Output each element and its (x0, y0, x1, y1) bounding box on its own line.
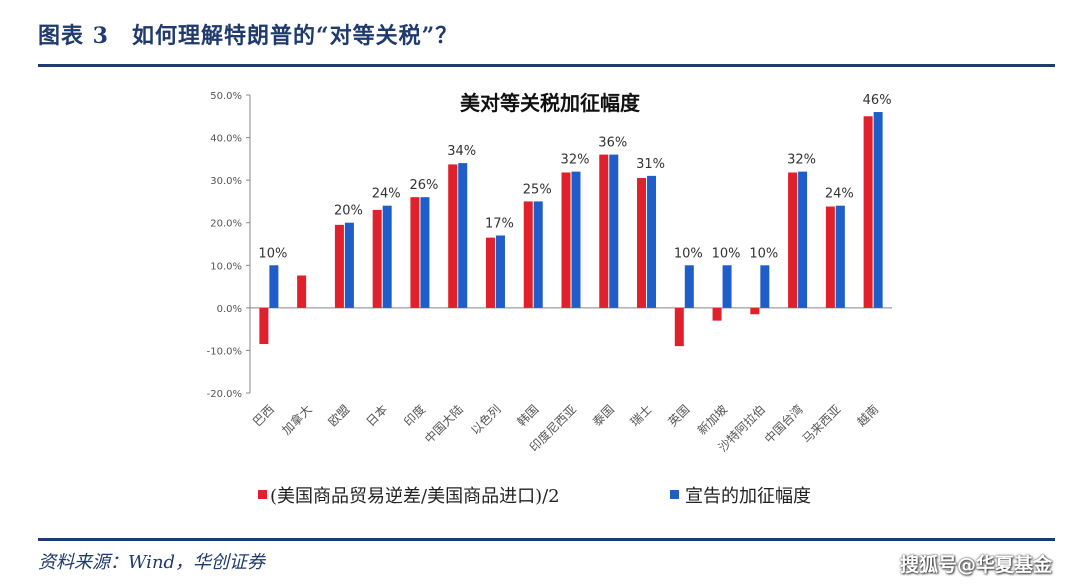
bar-series-1 (712, 307, 722, 321)
data-label: 24% (825, 187, 854, 202)
bar-series-2 (873, 112, 883, 308)
bar-series-1 (485, 237, 495, 308)
x-category-label: 欧盟 (326, 402, 353, 429)
bar-series-1 (788, 172, 798, 308)
bar-series-2 (344, 222, 354, 308)
data-label: 17% (485, 216, 514, 231)
data-label: 34% (447, 144, 476, 159)
y-tick-label: 30.0% (210, 176, 242, 187)
bar-series-1 (297, 275, 307, 308)
data-label: 10% (258, 246, 287, 261)
bar-series-1 (637, 178, 647, 308)
x-category-label: 英国 (666, 402, 693, 429)
bar-series-2 (533, 201, 543, 308)
bar-series-2 (571, 171, 581, 308)
x-category-label: 越南 (854, 402, 882, 430)
legend-swatch-series-1 (258, 490, 267, 499)
bar-series-1 (410, 197, 420, 308)
x-category-label: 中国台湾 (761, 402, 806, 447)
bar-series-2 (835, 205, 845, 308)
bar-series-2 (609, 154, 619, 308)
data-label: 20% (334, 204, 363, 219)
y-tick-label: 40.0% (210, 134, 242, 145)
top-rule (38, 64, 1055, 67)
data-label: 32% (561, 153, 590, 168)
bar-series-2 (647, 175, 657, 308)
x-category-label: 以色列 (468, 402, 503, 437)
watermark: 搜狐号@华夏基金 (899, 554, 1052, 576)
bar-series-2 (684, 265, 694, 308)
legend-swatch-series-2 (670, 490, 679, 499)
bar-series-2 (458, 163, 468, 308)
bar-series-2 (760, 265, 770, 308)
data-label: 10% (749, 246, 778, 261)
data-label: 31% (636, 157, 665, 172)
x-category-label: 马来西亚 (800, 402, 844, 446)
x-category-label: 韩国 (514, 402, 542, 430)
bar-series-1 (259, 307, 269, 345)
bar-series-2 (269, 265, 279, 308)
chart-title: 美对等关税加征幅度 (460, 91, 641, 115)
bar-series-2 (420, 197, 430, 308)
data-label: 46% (863, 93, 892, 108)
y-tick-label: -10.0% (207, 346, 242, 357)
x-category-label: 巴西 (250, 402, 277, 429)
bar-series-1 (523, 201, 533, 308)
figure-title: 图表 3 如何理解特朗普的“对等关税”？ (38, 23, 459, 49)
y-tick-label: 50.0% (210, 91, 242, 102)
data-label: 32% (787, 153, 816, 168)
bar-series-2 (382, 205, 392, 308)
bar-series-2 (495, 235, 505, 308)
y-tick-label: 10.0% (210, 261, 242, 272)
data-label: 26% (409, 178, 438, 193)
data-label: 10% (674, 246, 703, 261)
bar-series-1 (674, 307, 684, 347)
data-label: 36% (598, 136, 627, 151)
data-label: 10% (712, 246, 741, 261)
x-category-label: 加拿大 (279, 402, 315, 438)
data-label: 24% (372, 187, 401, 202)
legend-label-series-1: (美国商品贸易逆差/美国商品进口)/2 (270, 486, 560, 507)
x-category-label: 中国大陆 (421, 402, 466, 447)
legend-label-series-2: 宣告的加征幅度 (685, 486, 811, 507)
bar-series-1 (863, 116, 873, 308)
source-note: 资料来源：Wind，华创证券 (38, 552, 266, 573)
bar-chart: 美对等关税加征幅度 50.0% 40.0% 30.0% 20.0% 10.0% 0.0% -… (207, 91, 892, 507)
y-tick-label: 0.0% (217, 304, 242, 315)
x-category-label: 泰国 (590, 402, 617, 429)
bottom-rule (38, 538, 1055, 541)
x-category-label: 日本 (363, 402, 390, 429)
bar-series-1 (561, 172, 571, 308)
bar-series-1 (599, 154, 609, 308)
bar-series-2 (722, 265, 732, 308)
data-label: 25% (523, 182, 552, 197)
bar-series-2 (798, 171, 808, 308)
y-tick-label: 20.0% (210, 219, 242, 230)
x-category-label: 瑞士 (628, 402, 655, 429)
bar-series-1 (372, 209, 382, 308)
bar-series-1 (448, 164, 458, 308)
x-category-label: 新加坡 (694, 402, 730, 438)
bar-series-1 (334, 224, 344, 308)
bar-series-1 (750, 307, 760, 315)
x-category-label: 印度 (400, 402, 428, 430)
y-tick-label: -20.0% (207, 389, 242, 400)
bar-series-1 (825, 206, 835, 308)
chart-legend: (美国商品贸易逆差/美国商品进口)/2 宣告的加征幅度 (258, 486, 811, 507)
